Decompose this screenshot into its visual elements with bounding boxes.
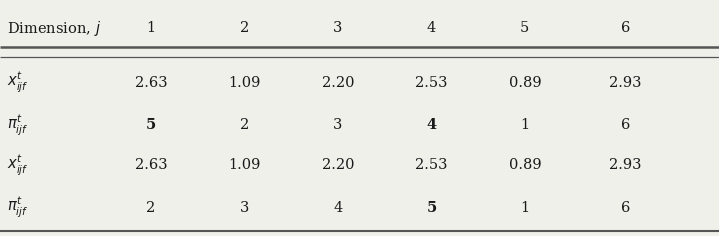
Text: 2.20: 2.20: [321, 76, 354, 90]
Text: 1: 1: [521, 118, 529, 132]
Text: 2: 2: [147, 201, 155, 215]
Text: 2.93: 2.93: [609, 76, 642, 90]
Text: 0.89: 0.89: [508, 158, 541, 172]
Text: 2.93: 2.93: [609, 158, 642, 172]
Text: 4: 4: [334, 201, 342, 215]
Text: 1: 1: [521, 201, 529, 215]
Text: $\pi^{t}_{ijf}$: $\pi^{t}_{ijf}$: [7, 113, 29, 138]
Text: 1.09: 1.09: [228, 76, 261, 90]
Text: 3: 3: [333, 118, 343, 132]
Text: 1.09: 1.09: [228, 158, 261, 172]
Text: 2.63: 2.63: [134, 76, 168, 90]
Text: 3: 3: [333, 21, 343, 35]
Text: 5: 5: [146, 118, 156, 132]
Text: $\pi^{t}_{ijf}$: $\pi^{t}_{ijf}$: [7, 195, 29, 220]
Text: 3: 3: [239, 201, 249, 215]
Text: 2: 2: [240, 21, 249, 35]
Text: 6: 6: [620, 118, 631, 132]
Text: 2: 2: [240, 118, 249, 132]
Text: 5: 5: [426, 201, 436, 215]
Text: 6: 6: [620, 201, 631, 215]
Text: 0.89: 0.89: [508, 76, 541, 90]
Text: Dimension, $j$: Dimension, $j$: [7, 19, 101, 38]
Text: 2.53: 2.53: [415, 158, 448, 172]
Text: $x^{t}_{ijf}$: $x^{t}_{ijf}$: [7, 153, 29, 178]
Text: 4: 4: [427, 21, 436, 35]
Text: 1: 1: [147, 21, 155, 35]
Text: 5: 5: [521, 21, 529, 35]
Text: 2.20: 2.20: [321, 158, 354, 172]
Text: 2.53: 2.53: [415, 76, 448, 90]
Text: 4: 4: [426, 118, 436, 132]
Text: 6: 6: [620, 21, 631, 35]
Text: $x^{t}_{ijf}$: $x^{t}_{ijf}$: [7, 70, 29, 95]
Text: 2.63: 2.63: [134, 158, 168, 172]
